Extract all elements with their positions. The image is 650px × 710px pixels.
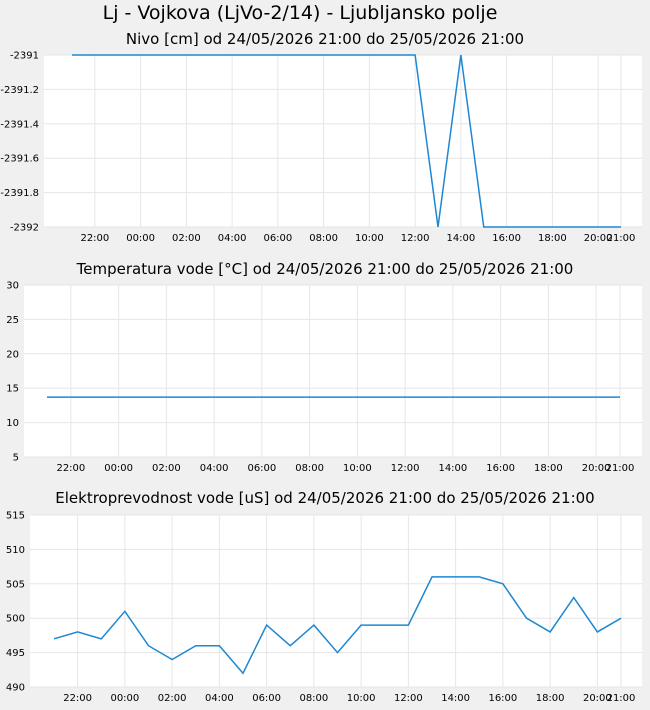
x-tick-label: 00:00 — [126, 233, 155, 244]
chart-title-nivo: Nivo [cm] od 24/05/2026 21:00 do 25/05/2… — [125, 30, 525, 48]
y-tick-label: 25 — [6, 315, 19, 326]
y-tick-label: 490 — [6, 683, 25, 694]
series-line — [53, 576, 622, 675]
y-tick-label: 5 — [13, 453, 19, 464]
y-tick-label: 505 — [6, 579, 25, 590]
x-tick-label: 18:00 — [538, 233, 567, 244]
x-tick-label: 04:00 — [200, 463, 229, 474]
x-tick-label: 04:00 — [218, 233, 247, 244]
x-tick-label: 10:00 — [355, 233, 384, 244]
chart-temperatura: 30 25 20 15 10 5 22:00 00:00 02:00 04:00 06:00 08:0… — [6, 281, 642, 474]
series-line — [72, 54, 621, 228]
y-tick-label: 30 — [6, 281, 19, 292]
y-tick-label: 500 — [6, 614, 25, 625]
x-tick-label: 16:00 — [492, 233, 521, 244]
x-tick-label: 20:00 — [584, 233, 613, 244]
x-tick-label: 20:00 — [582, 463, 611, 474]
x-tick-label: 14:00 — [446, 233, 475, 244]
chart-title-temperatura: Temperatura vode [°C] od 24/05/2026 21:0… — [76, 260, 574, 278]
x-tick-label: 06:00 — [263, 233, 292, 244]
x-tick-label: 08:00 — [299, 693, 328, 704]
x-tick-label: 08:00 — [295, 463, 324, 474]
y-tick-label: 20 — [6, 349, 19, 360]
y-tick-label: -2392 — [10, 223, 39, 234]
x-tick-label: 10:00 — [347, 693, 376, 704]
x-tick-label: 22:00 — [56, 463, 85, 474]
plot-area — [24, 285, 642, 457]
x-tick-label: 12:00 — [401, 233, 430, 244]
y-tick-label: 10 — [6, 418, 19, 429]
x-tick-label: 06:00 — [252, 693, 281, 704]
x-tick-label: 22:00 — [63, 693, 92, 704]
y-tick-label: -2391.6 — [0, 154, 39, 165]
x-tick-label: 06:00 — [247, 463, 276, 474]
x-tick-label: 08:00 — [309, 233, 338, 244]
x-tick-label: 21:00 — [607, 693, 636, 704]
x-tick-label: 10:00 — [343, 463, 372, 474]
x-tick-label: 22:00 — [80, 233, 109, 244]
plot-area — [44, 55, 642, 227]
x-tick-label: 18:00 — [536, 693, 565, 704]
x-tick-label: 14:00 — [441, 693, 470, 704]
y-tick-label: 495 — [6, 648, 25, 659]
plot-area — [30, 515, 642, 687]
y-tick-label: 510 — [6, 545, 25, 556]
x-tick-label: 16:00 — [486, 463, 515, 474]
y-tick-label: -2391.8 — [0, 188, 39, 199]
x-tick-label: 14:00 — [438, 463, 467, 474]
y-tick-label: -2391.4 — [0, 119, 39, 130]
x-tick-label: 04:00 — [205, 693, 234, 704]
x-tick-label: 12:00 — [391, 463, 420, 474]
x-tick-label: 00:00 — [110, 693, 139, 704]
x-tick-label: 02:00 — [152, 463, 181, 474]
y-tick-label: -2391 — [10, 51, 39, 62]
y-tick-label: -2391.2 — [0, 85, 39, 96]
chart-nivo: -2391 -2391.2 -2391.4 -2391.6 -2391.8 -2392 22… — [0, 51, 642, 244]
x-tick-label: 12:00 — [394, 693, 423, 704]
x-tick-label: 18:00 — [534, 463, 563, 474]
x-tick-label: 02:00 — [172, 233, 201, 244]
x-tick-label: 00:00 — [104, 463, 133, 474]
y-tick-label: 515 — [6, 511, 25, 522]
chart-title-elektroprevodnost: Elektroprevodnost vode [uS] od 24/05/202… — [55, 489, 595, 507]
chart-elektroprevodnost: 515 510 505 500 495 490 22:00 00:00 02:00 04:00 06… — [6, 511, 642, 704]
x-tick-label: 21:00 — [606, 463, 635, 474]
x-tick-label: 21:00 — [607, 233, 636, 244]
x-tick-label: 20:00 — [583, 693, 612, 704]
x-tick-label: 16:00 — [488, 693, 517, 704]
y-tick-label: 15 — [6, 384, 19, 395]
page-title: Lj - Vojkova (LjVo-2/14) - Ljubljansko p… — [102, 2, 498, 24]
x-tick-label: 02:00 — [158, 693, 187, 704]
